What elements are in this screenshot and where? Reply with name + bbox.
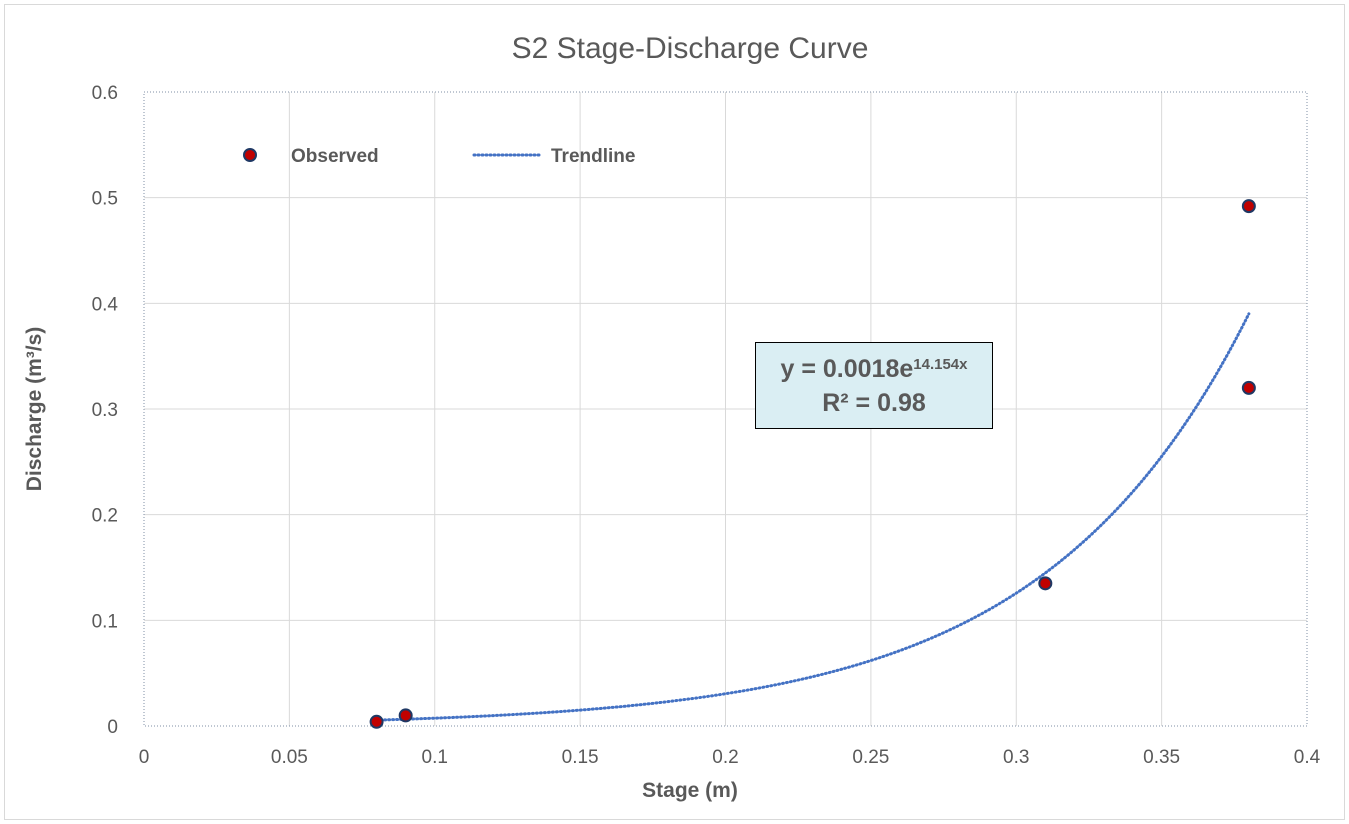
x-axis-ticks: 0 0.05 0.1 0.15 0.2 0.25 0.3 0.35 0.4 [139,747,1321,768]
trendline-equation-box: y = 0.0018e14.154x R² = 0.98 [755,342,993,429]
equation-line: y = 0.0018e14.154x [756,352,992,386]
equation-text: y = 0.0018e [780,355,914,383]
x-axis-title: Stage (m) [642,779,738,802]
y-tick-label: 0 [107,717,118,738]
x-tick-label: 0.4 [1294,747,1321,768]
x-tick-label: 0.15 [562,747,599,768]
x-tick-label: 0.3 [1003,747,1029,768]
x-tick-label: 0.05 [271,747,308,768]
observed-point [1241,199,1256,214]
y-tick-label: 0.4 [92,294,119,315]
equation-exponent: 14.154x [913,356,968,373]
x-tick-label: 0.35 [1143,747,1180,768]
r-squared: R² = 0.98 [822,389,926,417]
x-tick-label: 0.25 [852,747,889,768]
legend-observed-label: Observed [291,146,379,167]
chart-frame [4,4,1345,820]
grid [144,92,1307,726]
observed-point [1038,576,1053,591]
y-tick-label: 0.1 [92,611,118,632]
y-axis-title: Discharge (m³/s) [23,327,46,492]
observed-point [398,708,413,723]
y-tick-label: 0.6 [92,83,118,104]
observed-point [369,714,384,729]
chart-title: S2 Stage-Discharge Curve [512,32,869,65]
legend-observed-marker [243,148,257,162]
x-tick-label: 0.1 [422,747,448,768]
legend: Observed Trendline [243,146,635,167]
trendline [375,312,1251,722]
observed-points [369,199,1256,729]
legend-trendline-label: Trendline [551,146,635,167]
y-tick-label: 0.3 [92,400,118,421]
y-tick-label: 0.5 [92,189,118,210]
observed-point [1241,380,1256,395]
x-tick-label: 0 [139,747,150,768]
y-tick-label: 0.2 [92,506,118,527]
x-tick-label: 0.2 [712,747,738,768]
plot-area-border [143,91,1308,727]
y-axis-ticks: 0 0.1 0.2 0.3 0.4 0.5 0.6 [92,83,119,738]
